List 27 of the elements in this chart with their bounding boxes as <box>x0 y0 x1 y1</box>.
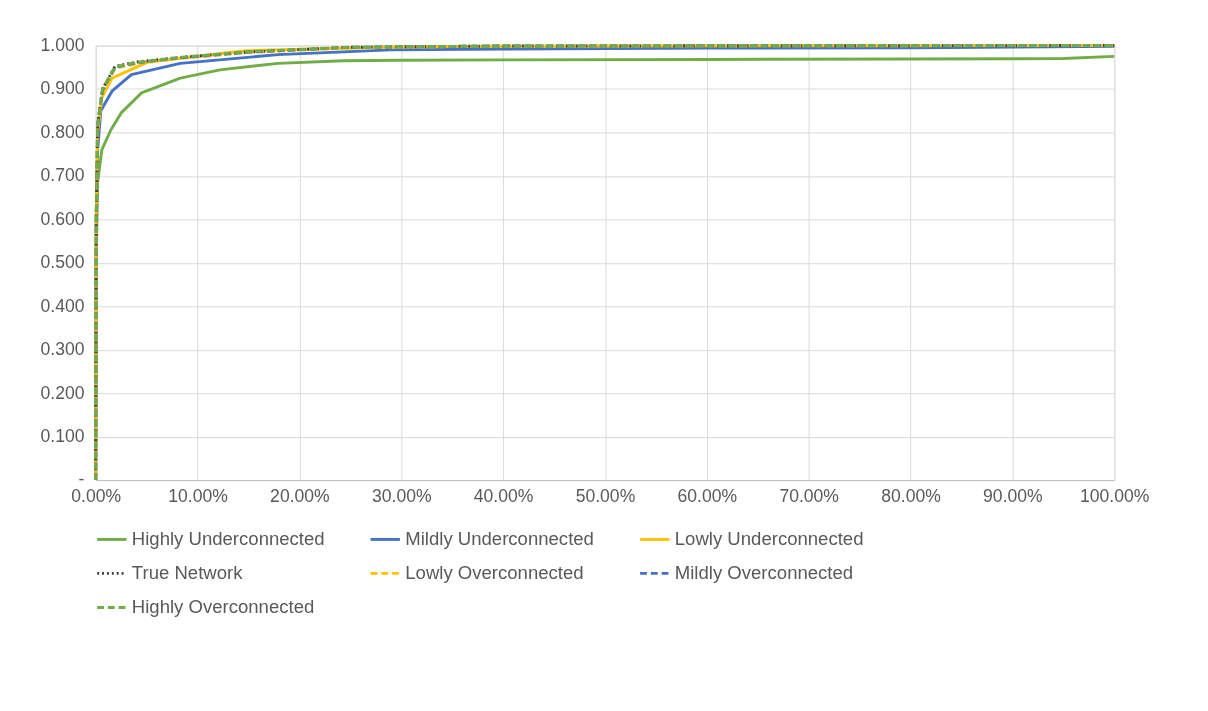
y-tick-label: 1.000 <box>40 34 85 55</box>
y-tick-label: 0.700 <box>40 165 85 186</box>
x-tick-label: 30.00% <box>371 486 432 507</box>
x-tick-label: 80.00% <box>881 486 941 507</box>
legend-label: Highly Underconnected <box>131 528 325 550</box>
legend-label: True Network <box>131 562 244 584</box>
x-tick-label: 40.00% <box>473 486 534 507</box>
legend-label: Mildly Underconnected <box>405 528 594 550</box>
x-tick-label: 20.00% <box>270 486 330 507</box>
x-tick-label: 10.00% <box>168 486 228 507</box>
x-tick-label: 70.00% <box>779 486 839 507</box>
y-tick-label: 0.100 <box>40 426 85 447</box>
y-tick-label: 0.900 <box>40 78 85 99</box>
legend-label: Lowly Overconnected <box>405 562 584 584</box>
y-tick-label: 0.500 <box>40 252 85 273</box>
x-tick-label: 50.00% <box>575 486 636 507</box>
y-tick-label: 0.300 <box>40 339 85 360</box>
y-tick-label: 0.600 <box>40 208 85 229</box>
y-tick-label: 0.800 <box>40 121 85 142</box>
y-tick-label: 0.400 <box>40 295 85 316</box>
legend-label: Mildly Overconnected <box>674 562 854 584</box>
legend-label: Highly Overconnected <box>131 596 315 618</box>
x-tick-label: 90.00% <box>983 486 1043 507</box>
x-tick-label: 60.00% <box>677 486 738 507</box>
x-tick-label: 100.00% <box>1080 486 1150 507</box>
y-tick-label: 0.200 <box>40 382 85 403</box>
legend-label: Lowly Underconnected <box>674 528 864 550</box>
